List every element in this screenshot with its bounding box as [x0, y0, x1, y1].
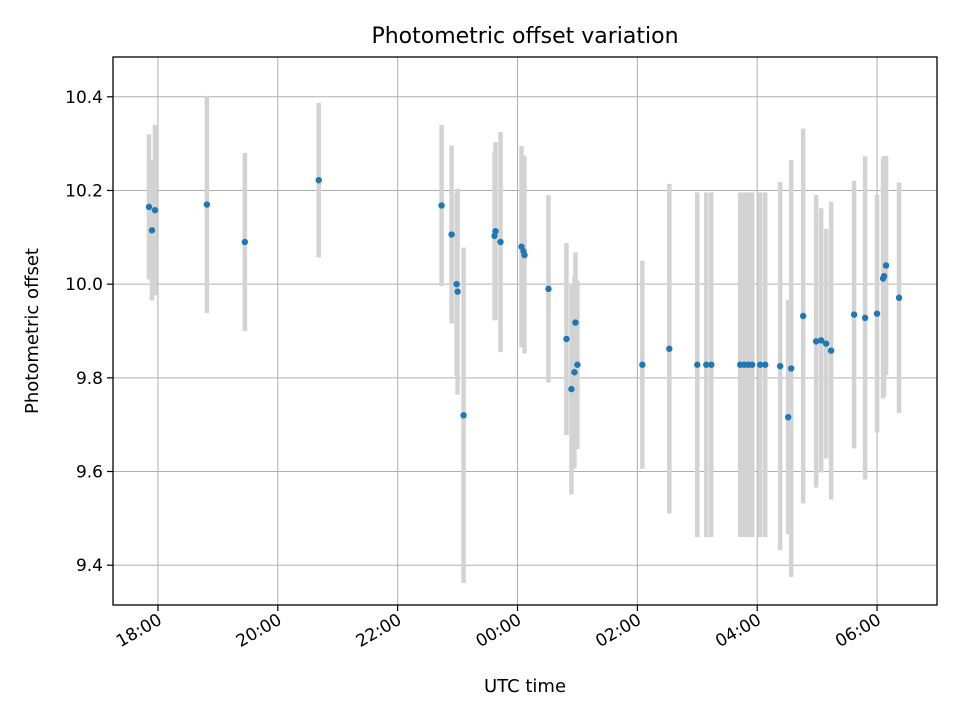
x-tick-label: 04:00 [712, 610, 764, 652]
error-bars [146, 95, 902, 583]
data-point [545, 285, 552, 293]
data-point [148, 227, 156, 234]
data-point [453, 280, 460, 288]
y-tick-label: 10.0 [65, 275, 103, 295]
data-point [822, 340, 830, 347]
x-tick-label: 18:00 [113, 610, 165, 652]
chart-title: Photometric offset variation [371, 24, 678, 49]
data-point [241, 238, 249, 246]
data-point [145, 203, 153, 211]
x-axis-ticks: 18:00 20:00 22:00 00:00 02:00 04:00 06:00 [113, 605, 885, 652]
data-point [521, 251, 528, 259]
x-tick-label: 20:00 [233, 610, 285, 652]
data-point [895, 294, 903, 301]
data-point [873, 310, 881, 317]
data-point [454, 288, 461, 295]
data-point [694, 361, 701, 368]
x-tick-label: 06:00 [832, 610, 884, 652]
data-point [315, 176, 322, 184]
data-point [749, 361, 756, 368]
data-point [776, 362, 784, 370]
data-point [438, 202, 445, 209]
data-point [799, 312, 807, 320]
data-point [787, 365, 795, 372]
data-point [880, 273, 888, 280]
y-tick-label: 9.6 [76, 463, 103, 483]
data-point [151, 206, 159, 214]
data-point [492, 228, 499, 235]
data-point [882, 262, 890, 269]
data-point [460, 412, 467, 419]
data-point [497, 238, 504, 246]
data-point [666, 345, 673, 352]
data-point [762, 361, 769, 368]
data-point [784, 413, 792, 421]
y-tick-label: 10.2 [65, 181, 103, 201]
y-tick-label: 9.4 [76, 556, 103, 576]
data-point [574, 361, 581, 368]
data-point [861, 314, 869, 322]
data-point [817, 337, 825, 344]
data-point [827, 347, 835, 354]
data-point [812, 338, 820, 345]
data-point [571, 369, 578, 376]
data-point [203, 201, 211, 208]
y-tick-label: 9.8 [76, 369, 103, 389]
plot-frame [112, 56, 938, 606]
data-point [708, 361, 715, 368]
x-axis-label: UTC time [484, 676, 566, 697]
data-points [145, 176, 903, 421]
data-point [703, 361, 710, 368]
x-tick-label: 22:00 [353, 610, 405, 652]
x-tick-label: 02:00 [592, 610, 644, 652]
data-point [448, 231, 455, 238]
data-point [850, 311, 858, 318]
data-point [572, 319, 579, 326]
data-point [563, 335, 570, 343]
y-axis-ticks: 9.4 9.6 9.8 10.0 10.2 10.4 [65, 88, 113, 576]
y-axis-label: Photometric offset [22, 248, 43, 414]
y-tick-label: 10.4 [65, 88, 103, 108]
x-tick-label: 00:00 [473, 610, 525, 652]
data-point [639, 361, 646, 368]
data-point [568, 385, 575, 393]
data-point [757, 361, 764, 368]
